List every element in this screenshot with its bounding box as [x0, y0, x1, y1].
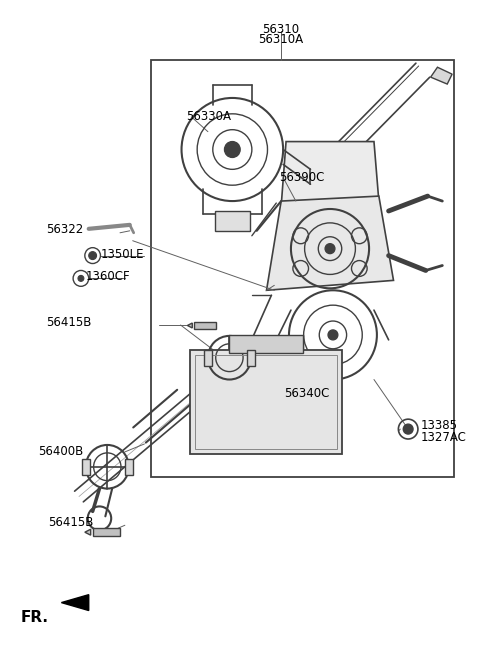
Polygon shape — [431, 67, 452, 84]
Circle shape — [89, 251, 96, 260]
Circle shape — [325, 244, 335, 253]
Text: 56310: 56310 — [263, 23, 300, 36]
Circle shape — [78, 275, 84, 281]
Bar — [215, 211, 250, 231]
Bar — [82, 459, 90, 475]
Text: 56340C: 56340C — [284, 388, 329, 400]
Text: 56322: 56322 — [46, 223, 83, 236]
Bar — [194, 322, 216, 329]
Text: 56310A: 56310A — [259, 32, 304, 45]
Bar — [191, 350, 342, 454]
Circle shape — [328, 330, 338, 340]
Circle shape — [403, 424, 413, 434]
Bar — [195, 354, 337, 449]
Bar — [125, 459, 132, 475]
Text: 56390C: 56390C — [279, 171, 324, 184]
Text: 56330A: 56330A — [186, 110, 231, 123]
Bar — [204, 350, 212, 365]
Text: 56400B: 56400B — [38, 445, 83, 458]
Text: FR.: FR. — [20, 610, 48, 625]
Polygon shape — [266, 196, 394, 290]
Polygon shape — [187, 323, 192, 328]
Bar — [229, 335, 303, 353]
Bar — [247, 350, 255, 365]
Text: 1350LE: 1350LE — [100, 248, 144, 260]
Text: 1360CF: 1360CF — [86, 270, 131, 283]
Text: 1327AC: 1327AC — [421, 431, 467, 444]
Polygon shape — [61, 595, 89, 610]
Polygon shape — [85, 529, 91, 535]
Bar — [93, 528, 120, 536]
Circle shape — [225, 141, 240, 157]
Bar — [151, 60, 454, 477]
Text: 13385: 13385 — [421, 419, 458, 432]
Text: 56415B: 56415B — [48, 516, 93, 529]
Text: 56415B: 56415B — [46, 316, 91, 329]
Polygon shape — [281, 141, 379, 206]
